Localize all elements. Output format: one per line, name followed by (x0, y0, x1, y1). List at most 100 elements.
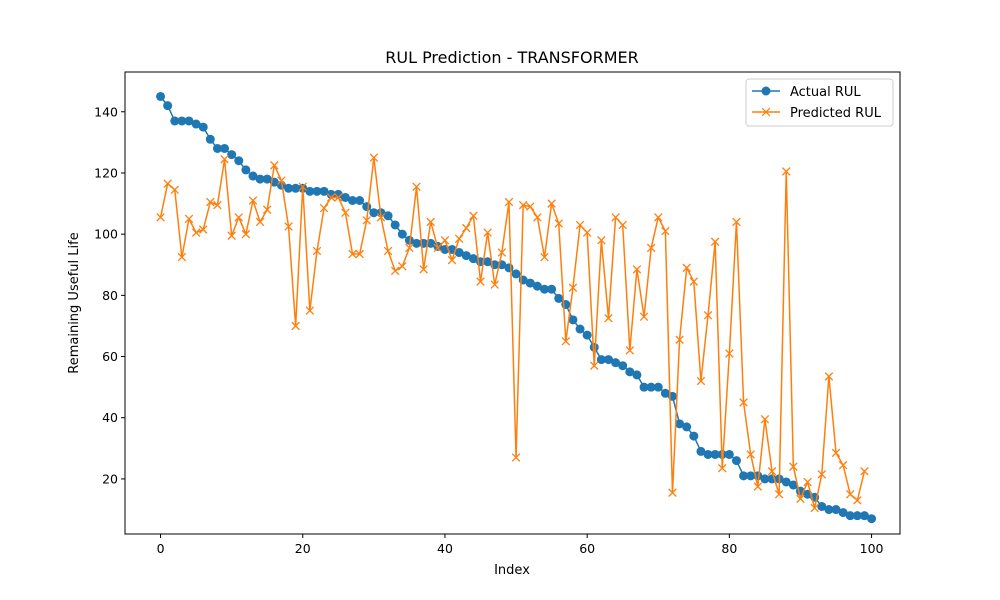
data-point-predicted (518, 200, 528, 210)
data-point-actual (575, 324, 585, 334)
data-point-predicted (198, 225, 208, 234)
data-point-actual (568, 315, 578, 325)
data-point-predicted (326, 193, 336, 202)
data-point-actual (632, 370, 642, 380)
data-point-actual (724, 449, 734, 459)
data-point-actual (867, 514, 877, 524)
data-point-actual (788, 480, 798, 490)
data-point-actual (369, 208, 379, 218)
x-tick-label: 100 (860, 541, 884, 556)
data-point-actual (596, 355, 606, 365)
data-point-predicted (717, 463, 727, 473)
legend-label-actual: Actual RUL (790, 85, 861, 100)
data-point-actual (582, 330, 592, 340)
y-tick-label: 80 (102, 288, 118, 303)
data-point-actual (611, 358, 621, 368)
data-point-actual (625, 367, 635, 377)
data-point-actual (532, 281, 542, 291)
data-point-predicted (504, 197, 514, 207)
data-point-predicted (277, 176, 286, 185)
data-point-actual (362, 202, 372, 212)
data-point-actual (412, 238, 422, 248)
data-point-actual (746, 471, 756, 481)
data-point-predicted (675, 335, 684, 344)
data-point-actual (739, 471, 749, 481)
data-point-predicted (860, 467, 869, 476)
data-point-actual (468, 254, 478, 264)
data-point-actual (284, 183, 294, 193)
data-point-predicted (732, 217, 741, 227)
data-point-actual (454, 248, 464, 258)
data-point-predicted (625, 346, 635, 355)
data-point-actual (689, 431, 699, 441)
data-point-predicted (469, 211, 478, 221)
x-tick-label: 60 (579, 541, 595, 556)
data-point-actual (461, 251, 471, 261)
data-point-actual (248, 171, 258, 181)
data-point-predicted (213, 200, 222, 210)
legend-label-predicted: Predicted RUL (790, 106, 882, 121)
data-point-predicted (426, 217, 435, 227)
data-point-actual (547, 284, 557, 294)
data-point-predicted (703, 310, 713, 320)
data-point-predicted (390, 266, 400, 276)
data-point-actual (781, 477, 791, 487)
data-point-predicted (568, 283, 578, 292)
data-point-actual (227, 150, 237, 160)
data-point-actual (390, 220, 400, 230)
data-point-predicted (774, 489, 784, 499)
data-point-actual (511, 269, 521, 279)
data-point-predicted (533, 213, 542, 222)
data-point-predicted (334, 193, 343, 202)
data-point-predicted (419, 265, 428, 274)
data-point-predicted (305, 306, 315, 315)
data-point-actual (348, 196, 358, 206)
data-point-predicted (789, 462, 798, 471)
data-point-predicted (831, 448, 841, 458)
data-point-predicted (369, 153, 379, 162)
data-point-predicted (483, 228, 492, 237)
data-point-actual (319, 186, 329, 196)
data-point-actual (845, 511, 855, 521)
data-point-actual (504, 263, 514, 273)
legend-box (745, 78, 894, 127)
data-point-actual (760, 474, 770, 484)
data-point-predicted (284, 222, 293, 231)
data-point-actual (397, 229, 407, 239)
data-point-predicted (853, 496, 862, 505)
data-point-predicted (476, 277, 485, 286)
data-point-actual (696, 446, 706, 456)
x-axis: 0 20 40 60 80 100 (157, 534, 884, 556)
legend: Actual RUL Predicted RUL (745, 78, 894, 127)
data-point-predicted (604, 314, 613, 323)
data-point-predicted (540, 252, 549, 262)
data-point-predicted (668, 488, 677, 497)
data-point-actual (859, 511, 869, 521)
data-point-actual (618, 361, 628, 371)
data-point-actual (838, 508, 848, 518)
data-point-predicted (355, 249, 364, 259)
data-point-predicted (597, 236, 606, 245)
data-point-predicted (255, 217, 265, 227)
y-axis: 20 40 60 80 100 120 140 (94, 104, 125, 486)
data-point-actual (191, 119, 201, 129)
data-point-actual (312, 186, 322, 196)
y-tick-label: 120 (94, 165, 118, 180)
data-point-predicted (767, 467, 777, 476)
y-tick-label: 140 (94, 104, 118, 119)
data-point-predicted (319, 203, 329, 213)
data-point-actual (305, 186, 315, 196)
data-point-predicted (760, 415, 770, 424)
data-point-actual (554, 293, 564, 303)
x-tick-label: 20 (295, 541, 311, 556)
data-point-predicted (177, 252, 187, 262)
axes-frame (124, 71, 901, 535)
data-point-actual (824, 505, 834, 515)
data-point-predicted (163, 179, 172, 188)
y-tick-label: 60 (102, 349, 118, 364)
data-point-predicted (220, 154, 229, 164)
data-point-actual (355, 196, 365, 206)
data-point-actual (404, 235, 414, 245)
data-point-predicted (689, 277, 699, 286)
data-point-predicted (810, 503, 819, 513)
